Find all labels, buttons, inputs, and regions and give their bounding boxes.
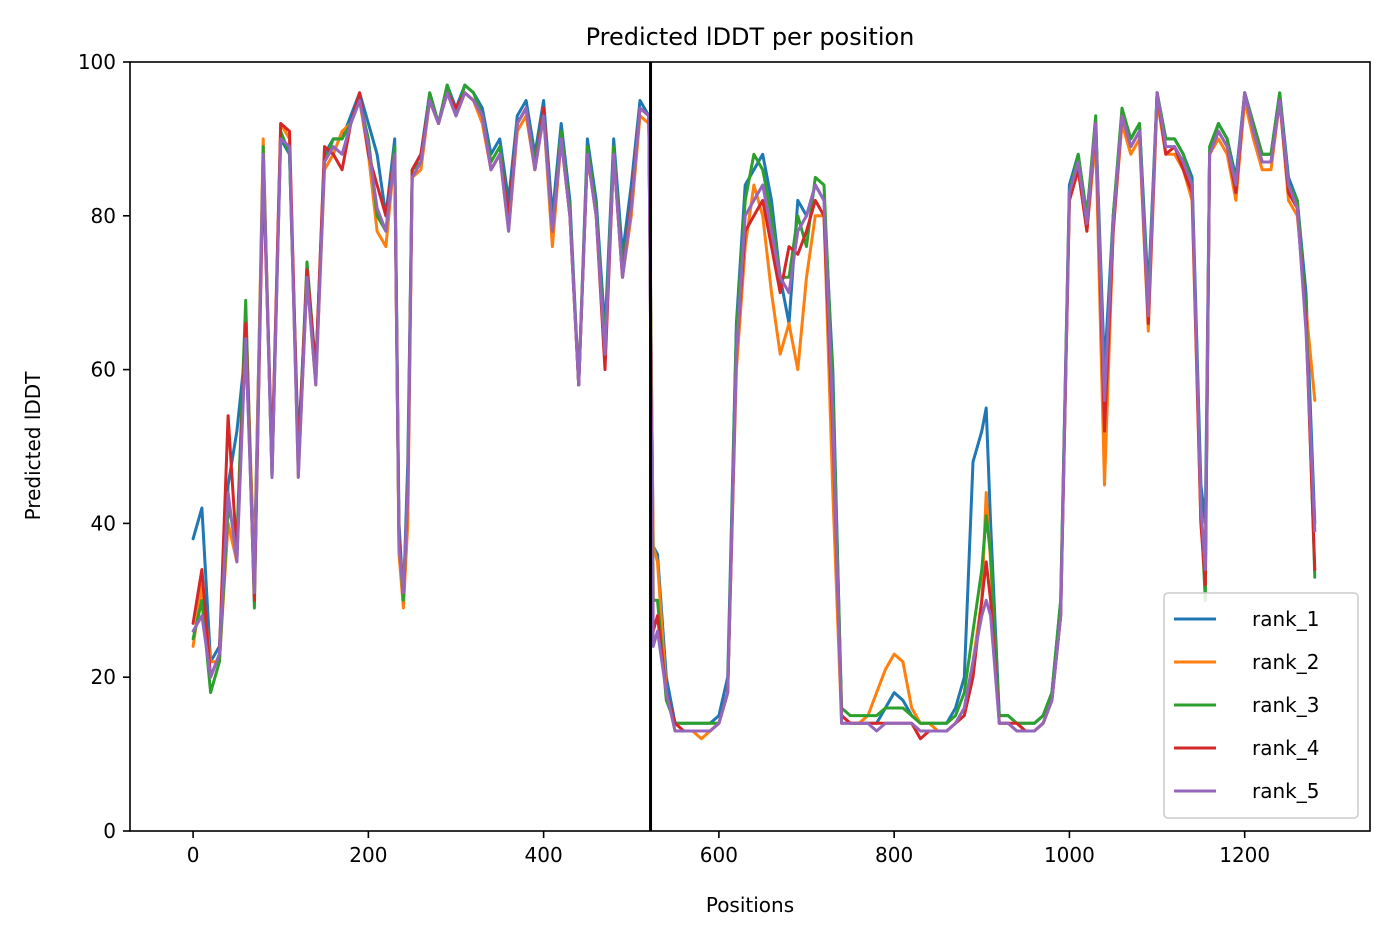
x-tick-label: 1200 xyxy=(1219,843,1270,867)
series-line-rank_5 xyxy=(191,91,1317,733)
x-tick-label: 400 xyxy=(525,843,563,867)
legend-label-rank_5: rank_5 xyxy=(1252,779,1319,803)
plot-frame xyxy=(129,61,1371,832)
axes: 0 200 400 600 800 1000 1200 0 20 40 60 80 100 xyxy=(78,50,1371,867)
y-tick-label: 80 xyxy=(91,204,116,228)
y-tick-label: 20 xyxy=(91,665,116,689)
legend-box xyxy=(1163,592,1359,819)
series-lines xyxy=(191,83,1317,741)
x-tick-label: 1000 xyxy=(1044,843,1095,867)
legend-label-rank_1: rank_1 xyxy=(1252,607,1319,631)
x-tick-label: 800 xyxy=(875,843,913,867)
chart-title: Predicted lDDT per position xyxy=(586,23,915,51)
plot-area xyxy=(191,62,1317,831)
legend: rank_1 rank_2 rank_3 rank_4 rank_5 xyxy=(1163,592,1359,819)
x-tick-label: 200 xyxy=(349,843,387,867)
y-tick-label: 100 xyxy=(78,50,116,74)
x-tick-label: 600 xyxy=(700,843,738,867)
x-tick-label: 0 xyxy=(187,843,200,867)
legend-label-rank_3: rank_3 xyxy=(1252,693,1319,717)
legend-label-rank_2: rank_2 xyxy=(1252,650,1319,674)
y-axis-title: Predicted lDDT xyxy=(21,371,45,521)
legend-label-rank_4: rank_4 xyxy=(1252,736,1319,760)
y-tick-label: 40 xyxy=(91,511,116,535)
y-tick-label: 60 xyxy=(91,358,116,382)
y-tick-label: 0 xyxy=(103,819,116,843)
x-axis-title: Positions xyxy=(706,893,794,917)
